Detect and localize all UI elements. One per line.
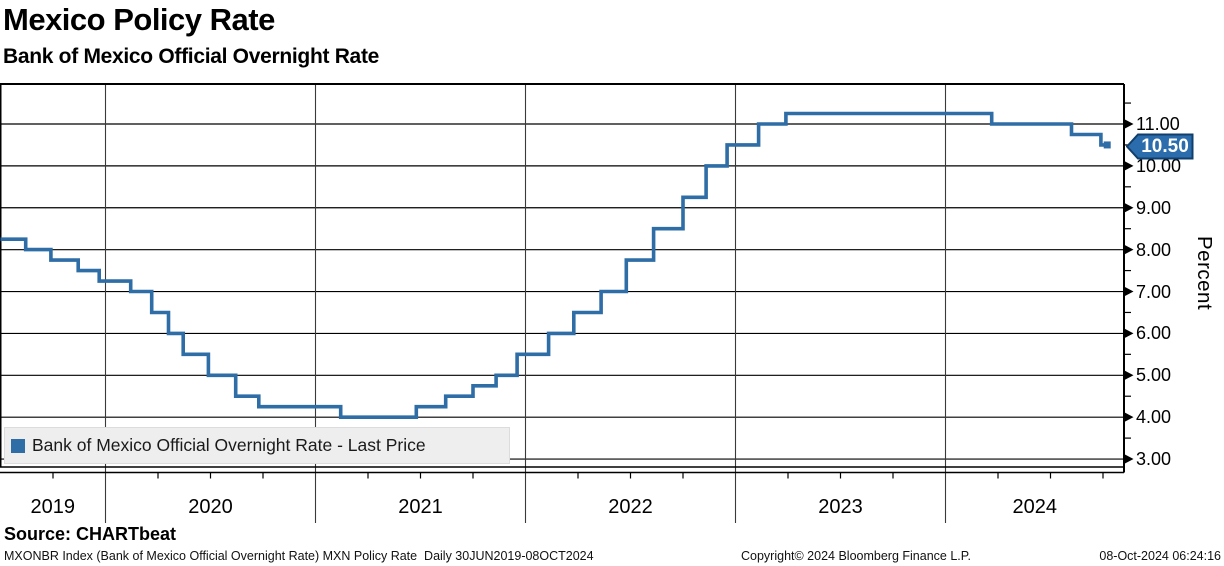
y-axis-label: 8.00 [1136, 239, 1172, 260]
x-axis-year-label: 2019 [30, 496, 76, 518]
y-major-tick-arrow [1124, 328, 1134, 339]
footer-copyright: Copyright© 2024 Bloomberg Finance L.P. [741, 549, 971, 563]
footer-ticker-description: MXONBR Index (Bank of Mexico Official Ov… [4, 549, 594, 563]
y-axis-title: Percent [1193, 236, 1216, 311]
y-axis-label: 11.00 [1136, 114, 1180, 134]
legend-label: Bank of Mexico Official Overnight Rate -… [32, 435, 426, 455]
x-axis-year-label: 2021 [398, 496, 443, 518]
y-major-tick-arrow [1124, 286, 1134, 297]
page-title: Mexico Policy Rate [3, 2, 275, 37]
source-line: Source: CHARTbeat [4, 524, 177, 544]
y-major-tick-arrow [1124, 454, 1134, 465]
last-price-badge: 10.50 [1126, 133, 1194, 160]
y-axis-label: 7.00 [1136, 281, 1172, 302]
chart-legend: Bank of Mexico Official Overnight Rate -… [4, 427, 510, 464]
y-major-tick-arrow [1124, 119, 1134, 129]
y-major-tick-arrow [1124, 244, 1134, 255]
y-axis-label: 4.00 [1136, 407, 1172, 428]
y-axis-label: 6.00 [1136, 323, 1172, 344]
last-price-marker [1103, 141, 1111, 149]
x-axis-year-label: 2022 [608, 496, 653, 518]
last-price-badge-shape [1126, 133, 1194, 160]
x-axis-year-label: 2020 [188, 496, 233, 518]
legend-swatch-icon [11, 438, 25, 453]
y-axis-label: 3.00 [1136, 449, 1172, 470]
chart-subtitle: Bank of Mexico Official Overnight Rate [3, 45, 380, 68]
y-major-tick-arrow [1124, 160, 1134, 171]
y-axis-label: 5.00 [1136, 365, 1172, 386]
y-major-tick-arrow [1124, 370, 1134, 381]
y-axis-label: 10.00 [1136, 155, 1182, 176]
y-major-tick-arrow [1124, 412, 1134, 423]
last-price-value: 10.50 [1141, 136, 1189, 157]
y-axis-label: 9.00 [1136, 197, 1172, 218]
policy-rate-line [0, 111, 1108, 419]
x-axis-year-label: 2023 [818, 496, 863, 518]
x-axis-year-label: 2024 [1012, 496, 1058, 518]
footer-timestamp: 08-Oct-2024 06:24:16 [1099, 549, 1221, 563]
y-major-tick-arrow [1124, 202, 1134, 213]
